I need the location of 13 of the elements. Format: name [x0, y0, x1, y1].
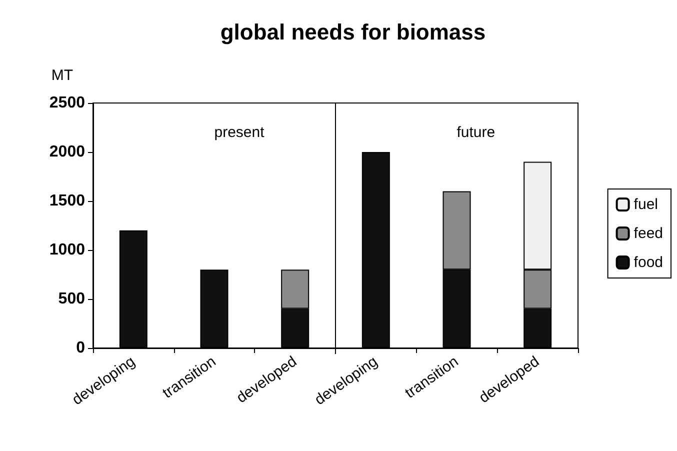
- y-tick-label: 1500: [49, 192, 86, 210]
- legend-label: fuel: [634, 196, 658, 213]
- y-tick-label: 1000: [49, 242, 86, 258]
- y-tick-label: 0: [76, 340, 86, 356]
- legend-label: feed: [634, 225, 664, 242]
- annotation: present: [214, 124, 266, 141]
- y-axis-title: MT: [51, 67, 73, 84]
- annotation: future: [456, 124, 496, 141]
- y-tick-label: 500: [58, 290, 86, 308]
- y-tick-label: 2500: [49, 94, 86, 112]
- legend-label: food: [634, 254, 664, 271]
- chart-title: global needs for biomass: [220, 20, 486, 44]
- y-tick-label: 2000: [49, 144, 86, 160]
